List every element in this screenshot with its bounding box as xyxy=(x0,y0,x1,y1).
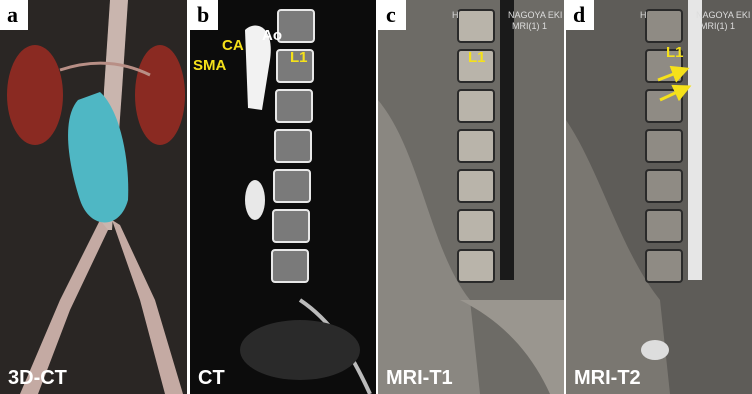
panel-caption: 3D-CT xyxy=(8,367,67,389)
vertebra xyxy=(457,129,495,163)
vertebra xyxy=(273,169,311,203)
vertebra xyxy=(271,249,309,283)
vertebra xyxy=(276,49,314,83)
panel-letter: c xyxy=(386,2,396,27)
vertebra xyxy=(645,129,683,163)
annotation: NAGOYA EKI xyxy=(508,10,562,20)
vertebra xyxy=(274,129,312,163)
vertebra xyxy=(277,9,315,43)
annotation: L1 xyxy=(468,49,486,66)
panel-d xyxy=(566,0,752,394)
annotation: SMA xyxy=(193,57,227,74)
annotation: CA xyxy=(222,37,244,54)
panel-letter: d xyxy=(573,2,585,27)
vertebra xyxy=(272,209,310,243)
vertebra xyxy=(457,249,495,283)
panel-caption: CT xyxy=(198,367,225,389)
panel-caption: MRI-T2 xyxy=(574,367,641,389)
vertebra xyxy=(645,209,683,243)
vertebra xyxy=(275,89,313,123)
annotation: MRI(1) 1 xyxy=(700,21,735,31)
vertebra xyxy=(645,169,683,203)
vertebra xyxy=(645,89,683,123)
vertebra xyxy=(645,9,683,43)
panel-c xyxy=(378,0,564,394)
panel-a xyxy=(0,0,187,394)
annotation: MRI(1) 1 xyxy=(512,21,547,31)
annotation: NAGOYA EKI xyxy=(696,10,750,20)
annotation: H xyxy=(452,10,459,20)
annotation: L1 xyxy=(666,44,684,61)
vertebra xyxy=(457,169,495,203)
vertebra xyxy=(457,89,495,123)
vertebra xyxy=(645,249,683,283)
panel-caption: MRI-T1 xyxy=(386,367,453,389)
vertebra xyxy=(457,9,495,43)
vertebra xyxy=(457,209,495,243)
panel-b xyxy=(190,0,376,394)
vertebra xyxy=(457,49,495,83)
annotation: Ao xyxy=(262,27,282,44)
panel-letter: a xyxy=(7,2,18,27)
annotation: H xyxy=(640,10,647,20)
annotation: L1 xyxy=(290,49,308,66)
panel-letter: b xyxy=(197,2,209,27)
